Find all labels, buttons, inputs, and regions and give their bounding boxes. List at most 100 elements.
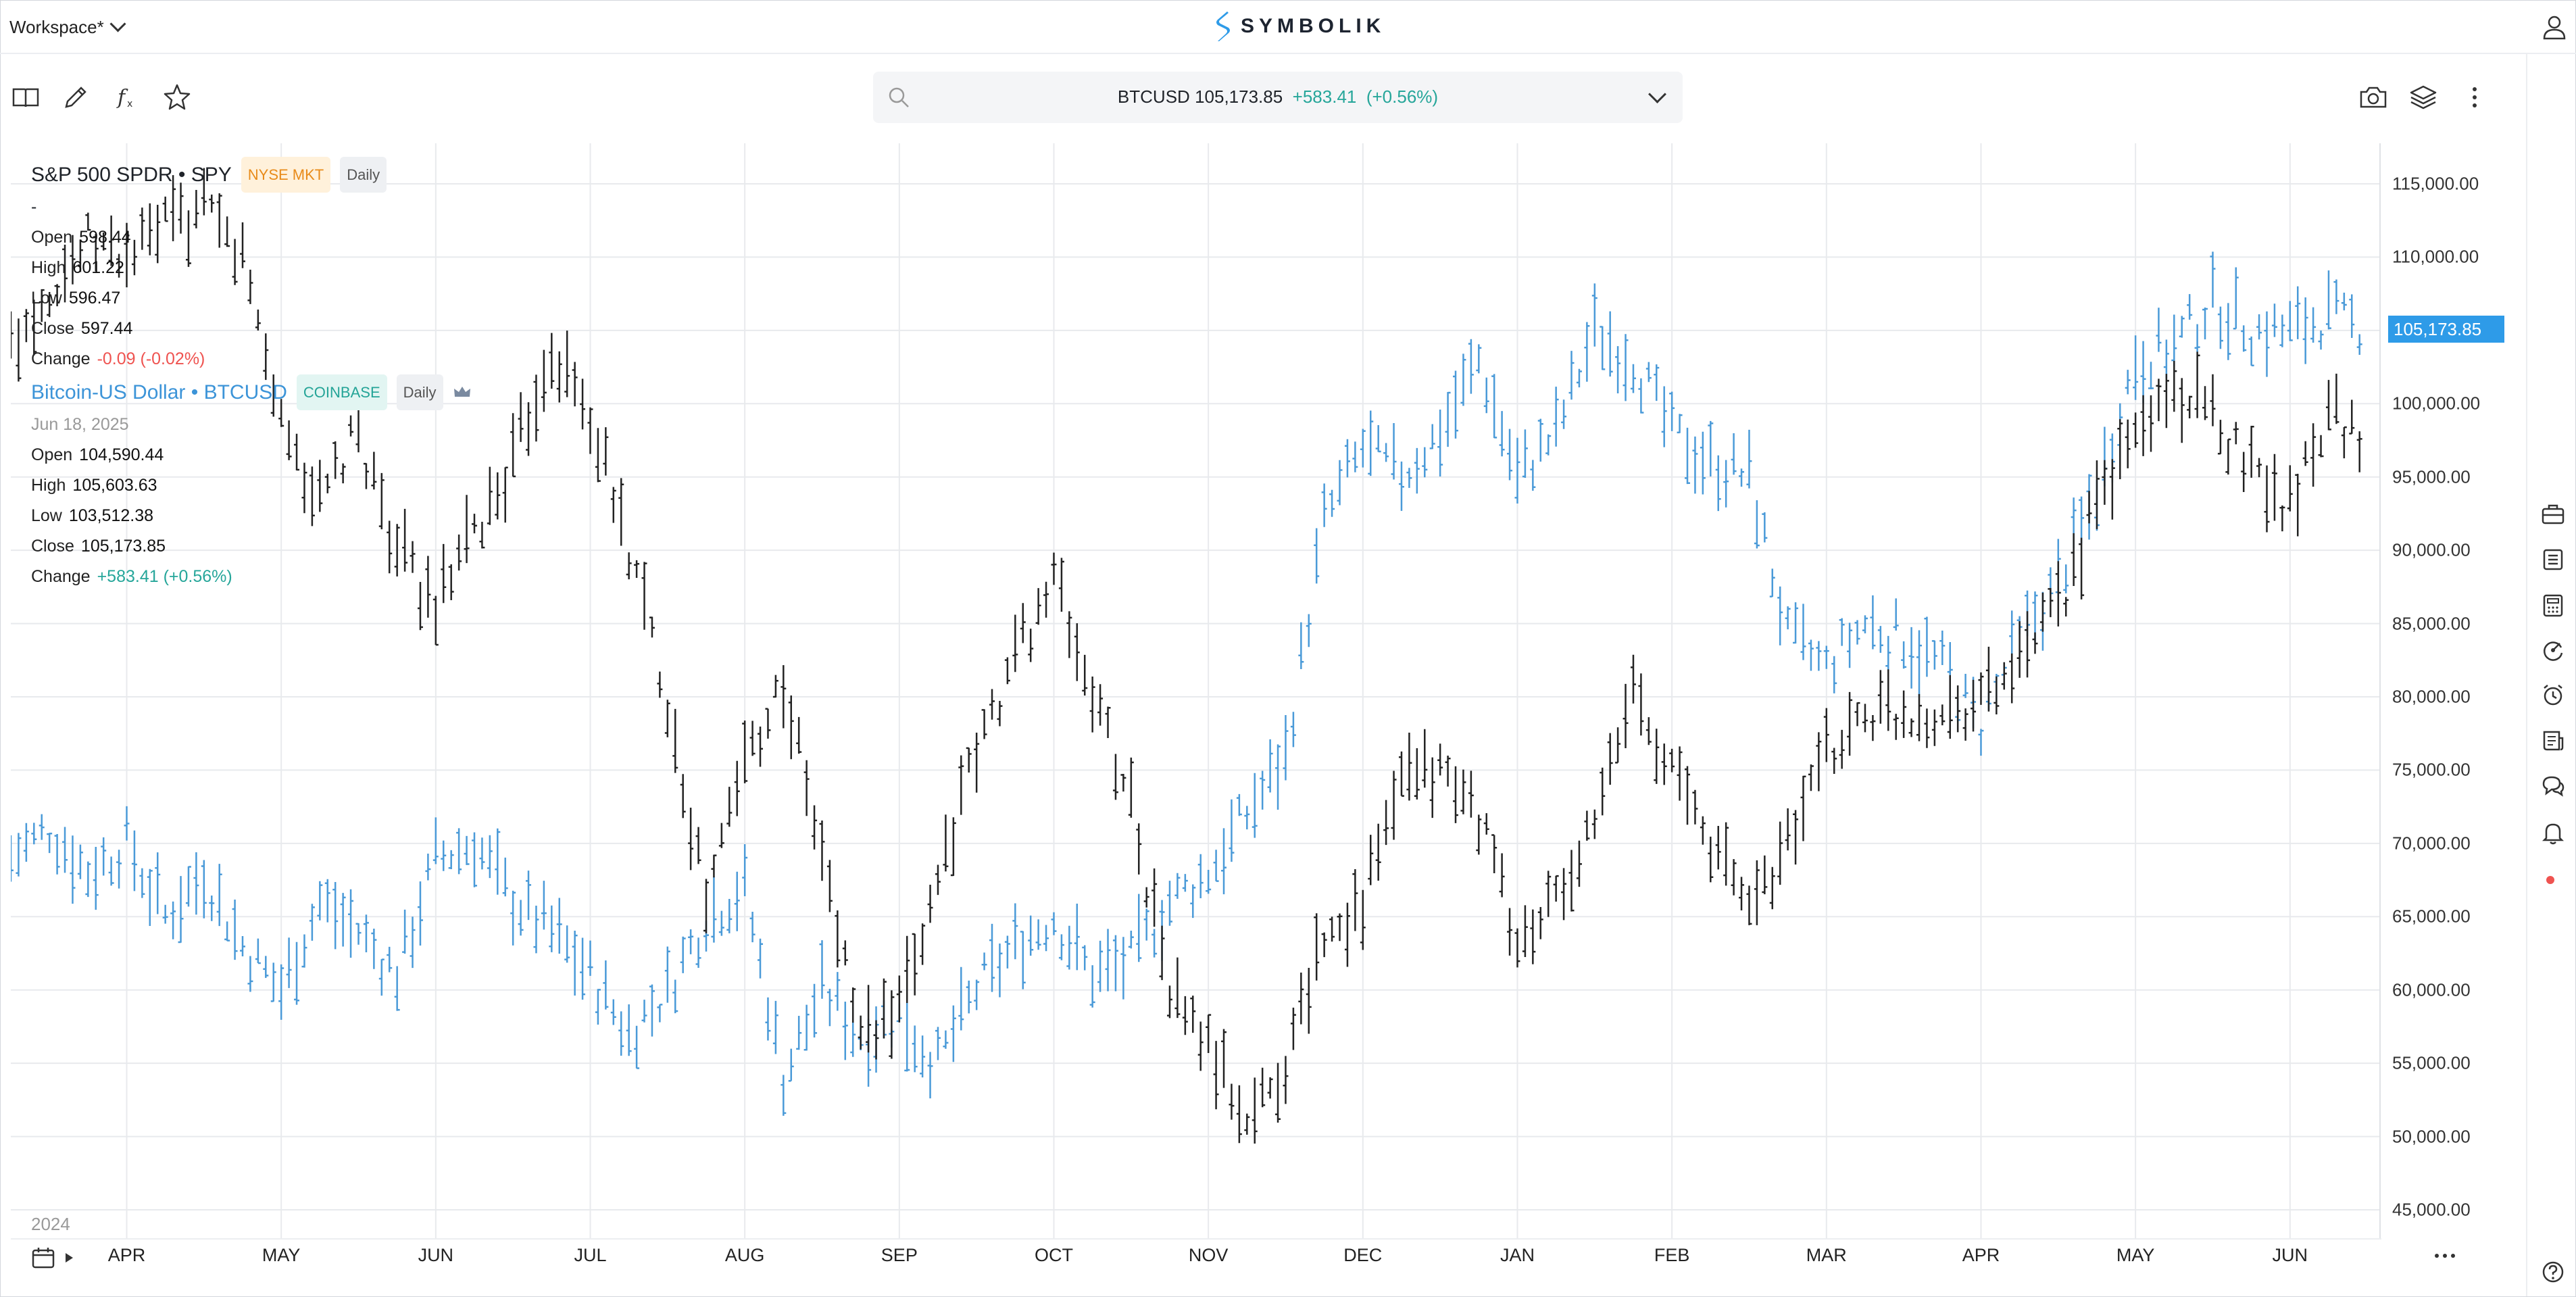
pencil-icon[interactable] [59,81,92,114]
spy-open-value: 598.44 [79,228,131,247]
camera-icon[interactable] [2357,81,2389,114]
spy-bar [1537,906,1543,939]
btc-bar [657,1004,663,1023]
spy-bar [1151,868,1158,927]
spy-bar [826,860,833,912]
btc-bar [1398,461,1404,511]
btc-bar [1669,391,1675,431]
spy-bar [1329,916,1335,942]
spy-bar [1206,1014,1212,1054]
workspace-menu[interactable]: Workspace* [9,15,126,39]
spy-bar [1321,932,1327,958]
btc-bar [224,921,230,941]
spy-bar [649,616,655,638]
spy-interval-badge[interactable]: Daily [340,156,387,193]
more-horizontal-icon[interactable] [2431,1252,2458,1260]
function-icon[interactable]: f x [111,81,143,114]
btc-bar [510,890,516,946]
btc-bar [935,1027,941,1060]
btc-bar [1785,606,1791,630]
spy-bar [1962,708,1968,741]
spy-bar [1978,672,1984,705]
book-icon[interactable] [9,81,42,114]
btc-bar [1692,436,1698,494]
btc-bar [301,934,307,968]
chat-icon[interactable] [2541,773,2565,798]
spy-bar [1406,732,1412,801]
briefcase-icon[interactable] [2541,501,2565,526]
spy-bar [31,299,37,356]
btc-bar [1924,616,1930,677]
btc-bar [101,837,107,876]
spy-bar [294,433,300,471]
btc-legend-title: Bitcoin-US Dollar • BTCUSD COINBASE Dail… [31,374,472,410]
time-tick-label: FEB [1654,1245,1690,1265]
spy-bar [1360,889,1366,950]
btc-bar [1762,512,1768,543]
spy-bar [1568,850,1575,912]
price-chart[interactable] [11,143,2381,1238]
layers-icon[interactable] [2407,81,2439,114]
btc-bar [1645,362,1652,383]
spy-bar [1553,875,1559,902]
symbol-search[interactable]: BTCUSD 105,173.85 +583.41 (+0.56%) [873,72,1683,123]
more-vertical-icon[interactable] [2458,81,2491,114]
spy-bar [1375,823,1381,881]
calculator-icon[interactable] [2541,593,2565,618]
btc-bar [649,984,655,1037]
spy-bar [1638,673,1644,736]
spy-bar [2156,378,2162,422]
bell-icon[interactable] [2541,821,2565,845]
time-axis[interactable]: APR MAY JUN JUL AUG SEP OCT NOV DEC JAN FEB MAR APR M… [11,1238,2381,1276]
alarm-icon[interactable] [2541,683,2565,707]
help-icon[interactable] [2541,1260,2565,1284]
btc-bar [603,960,609,1010]
user-icon[interactable] [2541,14,2568,41]
btc-bar [1769,568,1775,597]
spy-bar [2063,597,2069,617]
btc-close-value: 105,173.85 [80,537,166,556]
spy-bar [332,441,339,479]
btc-open-label: Open [31,445,73,464]
spy-bar [781,665,787,729]
btc-bar [2156,308,2162,352]
btc-bar [2287,301,2293,341]
btc-bar [981,952,987,971]
btc-interval-badge[interactable]: Daily [396,374,443,410]
spy-bar [286,420,292,460]
btc-bar [2194,324,2200,352]
btc-bar [2217,306,2223,349]
dial-icon[interactable] [2541,638,2565,662]
spy-bar [1700,816,1706,845]
btc-bar [1708,420,1714,476]
spy-bar [1600,767,1606,816]
btc-bar [1476,344,1482,374]
btc-bar [734,871,740,931]
spy-bar [2256,458,2262,478]
spy-bar [595,428,601,483]
btc-bar [1800,604,1806,660]
spy-bar [1221,1029,1227,1088]
spy-bar [626,552,632,580]
btc-bar [1453,370,1459,439]
list-icon[interactable] [2541,547,2565,572]
btc-bar [425,853,431,881]
news-icon[interactable] [2541,729,2565,753]
spy-bar [1058,558,1064,612]
spy-bar [610,487,616,523]
spy-bar [1306,967,1312,1034]
btc-bar [1630,364,1636,393]
spy-bar [935,864,941,896]
chart-area[interactable] [11,143,2381,1280]
spy-bar [912,933,918,996]
spy-bar [410,541,416,573]
star-icon[interactable] [161,81,193,114]
btc-bar [541,881,547,930]
btc-bar [1082,945,1088,971]
date-range-button[interactable] [31,1246,78,1269]
btc-bar [1661,386,1667,447]
btc-bar [1615,346,1621,394]
notification-dot [2546,876,2554,884]
time-tick-label: AUG [724,1245,765,1265]
btc-bar [471,832,477,887]
